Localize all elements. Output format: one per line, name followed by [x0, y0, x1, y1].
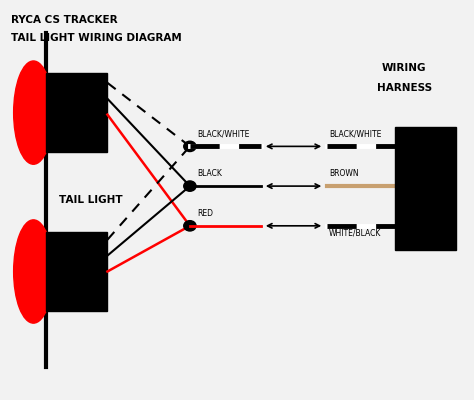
Ellipse shape: [14, 220, 53, 323]
Text: WIRING: WIRING: [382, 63, 427, 73]
Bar: [46, 73, 108, 152]
Text: BLACK/WHITE: BLACK/WHITE: [329, 130, 381, 138]
Text: RED: RED: [197, 209, 213, 218]
Text: BLACK/WHITE: BLACK/WHITE: [197, 130, 249, 138]
Bar: [46, 232, 108, 311]
Circle shape: [184, 141, 196, 152]
Text: BROWN: BROWN: [329, 169, 358, 178]
Text: TAIL LIGHT: TAIL LIGHT: [59, 195, 123, 205]
Text: WHITE/BLACK: WHITE/BLACK: [329, 229, 381, 238]
Ellipse shape: [14, 61, 53, 164]
Text: RYCA CS TRACKER: RYCA CS TRACKER: [11, 15, 118, 25]
Circle shape: [184, 181, 196, 191]
Text: HARNESS: HARNESS: [377, 83, 432, 93]
Circle shape: [184, 221, 196, 231]
Text: TAIL LIGHT WIRING DIAGRAM: TAIL LIGHT WIRING DIAGRAM: [11, 33, 182, 43]
Bar: [395, 126, 456, 250]
Text: BLACK: BLACK: [197, 169, 222, 178]
